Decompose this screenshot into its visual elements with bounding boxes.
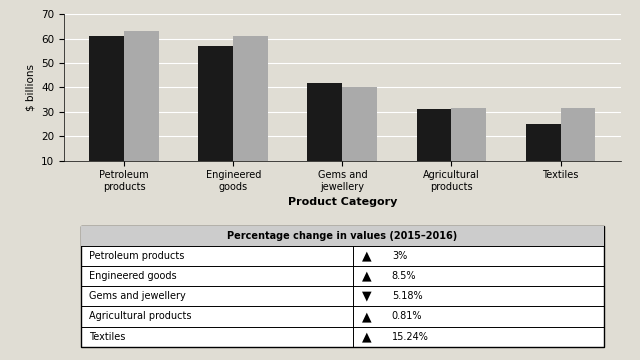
Text: ▲: ▲ [362, 249, 372, 262]
Bar [417, 109, 451, 185]
Text: Engineered goods: Engineered goods [89, 271, 177, 281]
Bar [81, 226, 604, 246]
Bar [525, 124, 561, 185]
Bar [90, 36, 124, 185]
Text: 0.81%: 0.81% [392, 311, 422, 321]
Bar [198, 46, 234, 185]
Text: Gems and jewellery: Gems and jewellery [89, 291, 186, 301]
Text: Textiles: Textiles [89, 332, 125, 342]
Bar [342, 87, 378, 185]
Text: Agricultural products: Agricultural products [89, 311, 191, 321]
Text: 3%: 3% [392, 251, 407, 261]
Text: ▲: ▲ [362, 330, 372, 343]
Bar [451, 108, 486, 185]
Text: 8.5%: 8.5% [392, 271, 417, 281]
Bar [307, 83, 342, 185]
Text: Percentage change in values (2015–2016): Percentage change in values (2015–2016) [227, 231, 458, 241]
Text: ▼: ▼ [362, 290, 372, 303]
Text: ▲: ▲ [362, 270, 372, 283]
Text: ▲: ▲ [362, 310, 372, 323]
Text: 5.18%: 5.18% [392, 291, 422, 301]
Bar [561, 108, 595, 185]
Bar [124, 31, 159, 185]
Bar [234, 36, 268, 185]
Y-axis label: $ billions: $ billions [26, 64, 36, 111]
X-axis label: Product Category: Product Category [288, 198, 397, 207]
Text: Petroleum products: Petroleum products [89, 251, 184, 261]
Text: 15.24%: 15.24% [392, 332, 429, 342]
